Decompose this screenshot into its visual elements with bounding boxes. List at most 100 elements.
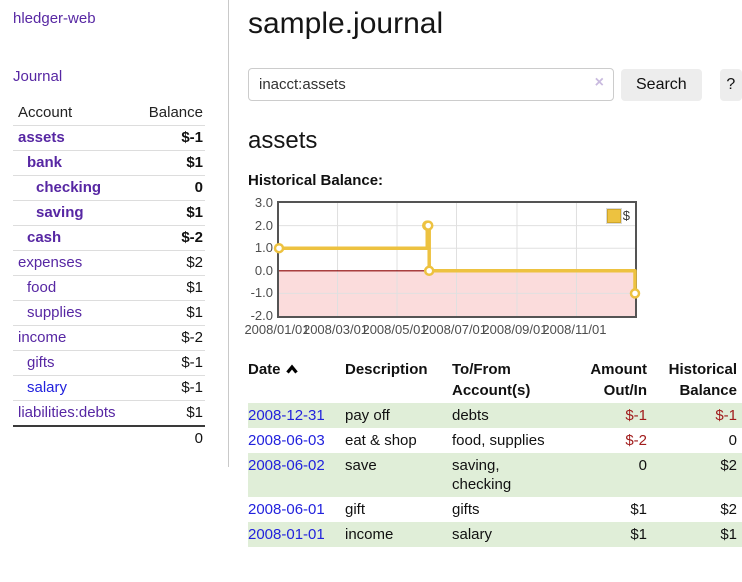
y-axis-tick-label: 3.0 (254, 195, 273, 210)
account-row: expenses $2 (13, 250, 205, 276)
account-link[interactable]: income (18, 329, 67, 346)
transaction-row: 2008-12-31 pay off debts $-1 $-1 (248, 403, 742, 428)
description-cell: gift (345, 501, 366, 518)
transaction-date-link[interactable]: 2008-06-03 (248, 432, 325, 449)
page-layout: hledger-web Journal Account Balance asse… (0, 0, 742, 547)
account-link[interactable]: assets (18, 129, 65, 146)
date-cell: 2008-01-01 (248, 522, 345, 547)
account-link[interactable]: bank (27, 154, 63, 171)
account-balance: $-1 (133, 375, 205, 401)
accounts-header-balance: Balance (148, 104, 203, 121)
account-balance: $1 (133, 300, 205, 326)
register-header-amount: Amount Out/In (590, 361, 647, 399)
search-bar: × Search ? (248, 68, 742, 101)
account-balance: $-2 (133, 325, 205, 351)
date-cell: 2008-06-02 (248, 453, 345, 497)
account-link[interactable]: liabilities:debts (18, 404, 116, 421)
account-balance: $1 (133, 275, 205, 301)
tofrom-cell: debts (452, 407, 489, 424)
account-row: supplies $1 (13, 300, 205, 326)
account-balance: $2 (133, 250, 205, 276)
account-balance: $1 (133, 400, 205, 426)
sidebar: hledger-web Journal Account Balance asse… (0, 0, 229, 467)
register-header-tofrom: To/From Account(s) (452, 361, 531, 399)
transaction-row: 2008-06-02 save saving, checking 0 $2 (248, 453, 742, 497)
accounts-header-account: Account (18, 104, 73, 121)
register-header-date[interactable]: Date (248, 357, 345, 403)
chart-canvas (273, 203, 641, 316)
page-title: sample.journal (248, 7, 444, 40)
account-link[interactable]: saving (36, 204, 84, 221)
transaction-row: 2008-06-01 gift gifts $1 $2 (248, 497, 742, 522)
account-row: saving $1 (13, 200, 205, 226)
legend-label: $ (622, 208, 630, 223)
date-cell: 2008-12-31 (248, 403, 345, 428)
accounts-table: Account Balance assets $-1 bank $1 checking 0… (13, 101, 205, 451)
help-button[interactable]: ? (719, 68, 742, 101)
transaction-date-link[interactable]: 2008-01-01 (248, 526, 325, 543)
search-input[interactable] (248, 68, 614, 101)
chart-title: Historical Balance: (248, 172, 384, 189)
account-row: assets $-1 (13, 125, 205, 151)
transaction-row: 2008-01-01 income salary $1 $1 (248, 522, 742, 547)
search-button[interactable]: Search (621, 68, 702, 101)
description-cell: pay off (345, 407, 390, 424)
account-balance: $-2 (133, 225, 205, 251)
accounts-header-row: Account Balance (13, 101, 205, 126)
x-axis-tick-label: 2008/05/01 (362, 322, 428, 337)
tofrom-cell: salary (452, 526, 493, 543)
account-balance: $1 (133, 150, 205, 176)
account-link[interactable]: gifts (27, 354, 55, 371)
register-body: 2008-12-31 pay off debts $-1 $-1 2008-06-03 ea… (248, 403, 742, 547)
date-cell: 2008-06-03 (248, 428, 345, 453)
account-link[interactable]: supplies (27, 304, 83, 321)
account-link[interactable]: checking (36, 179, 102, 196)
y-axis-tick-label: 0.0 (254, 262, 273, 278)
accounts-total-value: 0 (133, 425, 205, 451)
balance-cell: $2 (720, 457, 737, 474)
account-row: food $1 (13, 275, 205, 301)
sort-ascending-icon (285, 364, 298, 374)
account-link[interactable]: food (27, 279, 57, 296)
app-brand-link[interactable]: hledger-web (13, 10, 96, 27)
x-axis-tick-label: 2008/01/01 (244, 322, 310, 337)
main-content: sample.journal × Search ? assets Histori… (229, 0, 742, 547)
y-axis-tick-label: 2.0 (254, 217, 273, 233)
register-header-balance: Historical Balance (668, 361, 737, 399)
y-axis-tick-label: 1.0 (254, 240, 273, 256)
x-axis-tick-label: 2008/07/01 (421, 322, 488, 337)
transaction-date-link[interactable]: 2008-06-01 (248, 501, 325, 518)
account-link[interactable]: expenses (18, 254, 83, 271)
description-cell: eat & shop (345, 432, 417, 449)
account-row: salary $-1 (13, 375, 205, 401)
chart-plot: $ (273, 201, 641, 318)
clear-search-icon[interactable]: × (594, 74, 604, 91)
account-balance: $-1 (133, 350, 205, 376)
transaction-date-link[interactable]: 2008-12-31 (248, 407, 325, 424)
x-axis-tick-label: 2008/03/01 (302, 322, 369, 337)
x-axis-tick-label: 2008/11/01 (542, 322, 607, 337)
account-link[interactable]: salary (27, 379, 68, 396)
description-cell: save (345, 457, 377, 474)
balance-cell: $-1 (715, 407, 737, 424)
account-link[interactable]: cash (27, 229, 62, 246)
register-header-row: Date Description To/From Account(s) Amou… (248, 357, 742, 403)
account-row: bank $1 (13, 150, 205, 176)
sidebar-item-journal[interactable]: Journal (13, 68, 63, 85)
account-row: cash $-2 (13, 225, 205, 251)
account-balance: $-1 (133, 125, 205, 151)
register-table: Date Description To/From Account(s) Amou… (248, 357, 742, 547)
amount-cell: 0 (638, 457, 647, 474)
x-axis-tick-label: 2008/09/01 (482, 322, 548, 337)
y-axis-tick-label: -2.0 (250, 308, 273, 323)
date-cell: 2008-06-01 (248, 497, 345, 522)
balance-cell: 0 (728, 432, 737, 449)
account-row: checking 0 (13, 175, 205, 201)
balance-cell: $2 (720, 501, 737, 518)
y-axis-tick-label: -1.0 (250, 285, 273, 301)
accounts-total-row: 0 (13, 425, 205, 451)
transaction-date-link[interactable]: 2008-06-02 (248, 457, 325, 474)
tofrom-cell: food, supplies (452, 432, 545, 449)
tofrom-cell: gifts (452, 501, 480, 518)
account-row: gifts $-1 (13, 350, 205, 376)
